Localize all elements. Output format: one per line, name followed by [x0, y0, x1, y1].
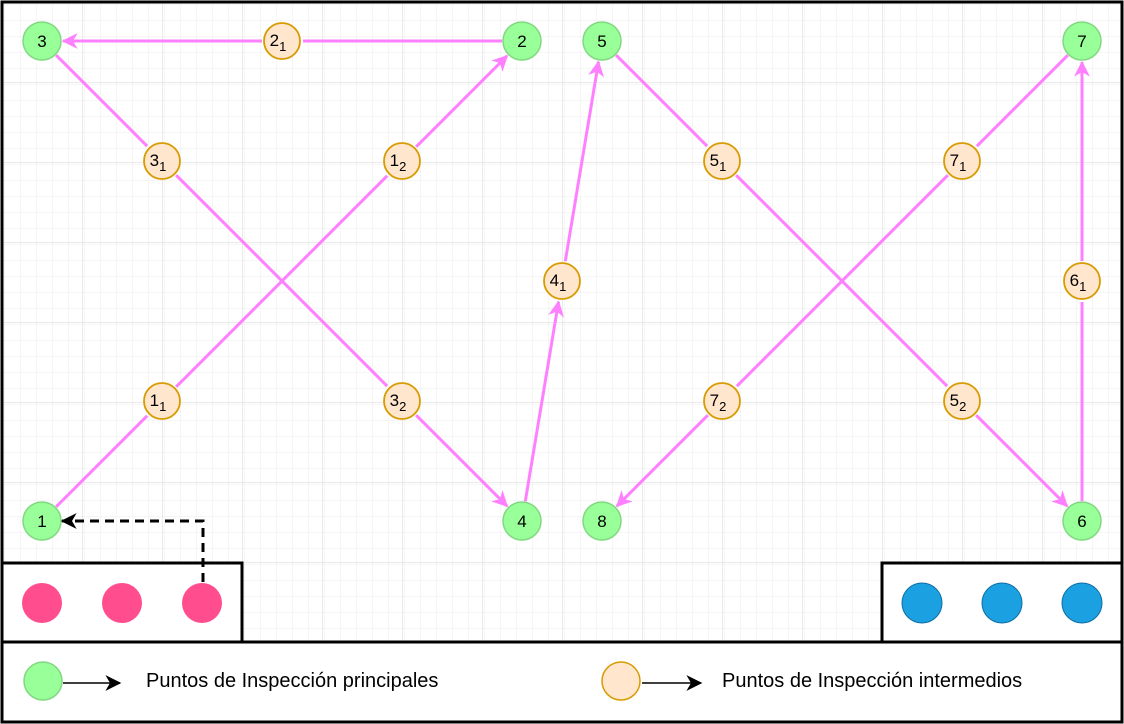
- route-segment-i72-p8: [615, 414, 709, 508]
- robot-end-1: [901, 582, 943, 624]
- intermediate-point-label: 41: [550, 271, 567, 294]
- intermediate-point-1-2: 12: [383, 142, 421, 180]
- intermediate-point-label: 12: [390, 151, 407, 174]
- robots: [22, 582, 1103, 624]
- intermediate-point-marker: [263, 22, 301, 60]
- main-point-8: 8: [582, 501, 622, 541]
- route-segment-p7-i71: [975, 54, 1069, 148]
- intermediate-point-1-1: 11: [143, 382, 181, 420]
- grid-background: [2, 2, 1122, 642]
- intermediate-point-marker: [143, 142, 181, 180]
- intermediate-point-3-1: 31: [143, 142, 181, 180]
- start-path-arrow: [60, 513, 205, 582]
- legend-box: [0, 640, 1124, 724]
- intermediate-point-7-2: 72: [703, 382, 741, 420]
- intermediate-point-3-2: 32: [383, 382, 421, 420]
- intermediate-point-6-1: 61: [1063, 262, 1101, 300]
- main-point-marker: [1062, 21, 1102, 61]
- main-point-marker: [582, 21, 622, 61]
- robot-start-2: [102, 583, 142, 623]
- main-point-label: 1: [37, 512, 46, 531]
- intermediate-point-5-1: 51: [703, 142, 741, 180]
- intermediate-point-marker: [543, 262, 581, 300]
- robot-end-2: [981, 582, 1023, 624]
- main-point-label: 5: [597, 32, 606, 51]
- legend-main-marker: [23, 661, 63, 701]
- route-segment-i52-p6: [975, 414, 1069, 508]
- main-point-label: 8: [597, 512, 606, 531]
- main-point-1: 1: [22, 501, 62, 541]
- robot-end-3: [1061, 582, 1103, 624]
- intermediate-point-marker: [143, 382, 181, 420]
- main-point-3: 3: [22, 21, 62, 61]
- robot-start-3: [182, 583, 222, 623]
- intermediate-point-marker: [703, 382, 741, 420]
- intermediate-point-label: 71: [950, 151, 967, 174]
- intermediate-point-2-1: 21: [263, 22, 301, 60]
- robot-start-1: [22, 583, 62, 623]
- route-edges: [55, 33, 1090, 508]
- intermediate-point-marker: [943, 382, 981, 420]
- main-point-label: 4: [517, 512, 526, 531]
- intermediate-point-marker: [383, 142, 421, 180]
- intermediate-point-label: 32: [390, 391, 407, 414]
- route-segment-p3-i31: [55, 54, 149, 148]
- main-point-marker: [1062, 501, 1102, 541]
- route-segment-p1-i11: [55, 414, 149, 508]
- main-point-5: 5: [582, 21, 622, 61]
- main-point-label: 6: [1077, 512, 1086, 531]
- main-point-marker: [582, 501, 622, 541]
- route-segment-i31-i32: [175, 174, 389, 388]
- main-point-label: 7: [1077, 32, 1086, 51]
- intermediate-point-label: 72: [710, 391, 727, 414]
- route-segment-i32-p4: [415, 414, 509, 508]
- route-segment-p5-i51: [615, 54, 709, 148]
- intermediate-point-label: 21: [270, 31, 287, 54]
- intermediate-point-7-1: 71: [943, 142, 981, 180]
- main-point-marker: [502, 21, 542, 61]
- main-point-label: 2: [517, 32, 526, 51]
- main-point-marker: [22, 21, 62, 61]
- route-segment-i71-i72: [735, 174, 949, 388]
- route-segment-p4-i41: [523, 300, 565, 502]
- intermediate-point-4-1: 41: [543, 262, 581, 300]
- main-point-marker: [502, 501, 542, 541]
- intermediate-point-label: 61: [1070, 271, 1087, 294]
- intermediate-point-label: 51: [710, 151, 727, 174]
- legend-intermediate-marker: [601, 661, 641, 701]
- intermediate-point-label: 52: [950, 391, 967, 414]
- main-point-2: 2: [502, 21, 542, 61]
- legend-intermediate-label: Puntos de Inspección intermedios: [722, 670, 1022, 692]
- legend-main-label: Puntos de Inspección principales: [146, 670, 438, 692]
- main-point-4: 4: [502, 501, 542, 541]
- route-segment-i12-p2: [415, 54, 509, 148]
- intermediate-point-5-2: 52: [943, 382, 981, 420]
- intermediate-point-marker: [703, 142, 741, 180]
- main-point-6: 6: [1062, 501, 1102, 541]
- intermediate-point-marker: [383, 382, 421, 420]
- main-point-7: 7: [1062, 21, 1102, 61]
- intermediate-point-marker: [1063, 262, 1101, 300]
- main-point-label: 3: [37, 32, 46, 51]
- intermediate-point-label: 11: [150, 391, 167, 414]
- intermediate-point-label: 31: [150, 151, 167, 174]
- route-segment-i41-p5: [563, 60, 605, 262]
- intermediate-point-marker: [943, 142, 981, 180]
